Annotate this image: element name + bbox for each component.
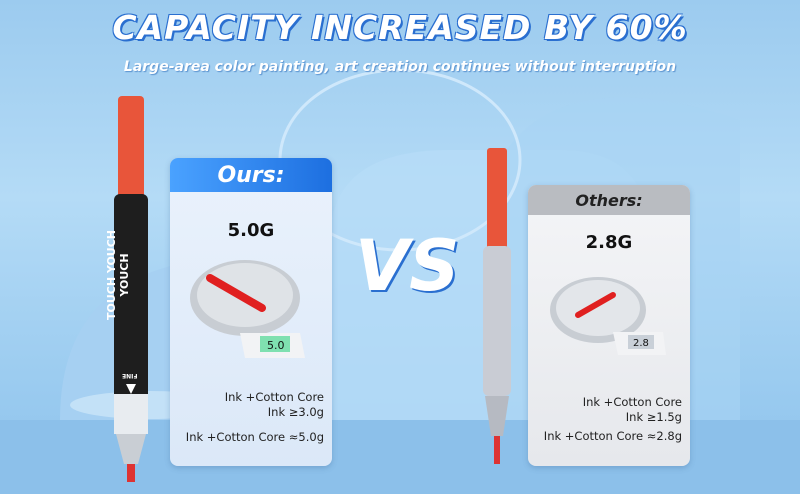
ours-card: Ours: 5.0G 5.0 Ink +Cotton Core Ink ≥3.0g… (170, 158, 332, 466)
ours-detail-1: Ink +Cotton Core (224, 390, 324, 404)
vs-label: VS (355, 225, 460, 307)
others-detail-2: Ink ≥1.5g (625, 410, 682, 424)
marker-tip-label: FINE (122, 372, 138, 379)
others-detail-1: Ink +Cotton Core (582, 395, 682, 409)
subheadline: Large-area color painting, art creation … (123, 59, 677, 75)
scale-display: 2.8 (633, 338, 649, 349)
ours-total: Ink +Cotton Core ≈5.0g (185, 430, 324, 444)
scale-display: 5.0 (267, 339, 285, 352)
others-weight: 2.8G (585, 232, 633, 253)
ours-detail-2: Ink ≥3.0g (267, 405, 324, 419)
ours-header: Ours: (170, 158, 332, 192)
others-header: Others: (528, 185, 690, 215)
others-marker-image (483, 148, 511, 464)
others-total: Ink +Cotton Core ≈2.8g (543, 429, 682, 443)
headline: CAPACITY INCREASED BY 60% (112, 8, 688, 47)
scale-image: 5.0 (190, 260, 305, 358)
scale-image: 2.8 (550, 277, 666, 355)
marker-brand-text: TOUCH YOUCH YOUCH (105, 229, 131, 321)
others-card: Others: 2.8G 2.8 Ink +Cotton Core Ink ≥1.… (528, 185, 690, 466)
ours-weight: 5.0G (227, 220, 275, 241)
ours-marker-image (114, 96, 148, 482)
